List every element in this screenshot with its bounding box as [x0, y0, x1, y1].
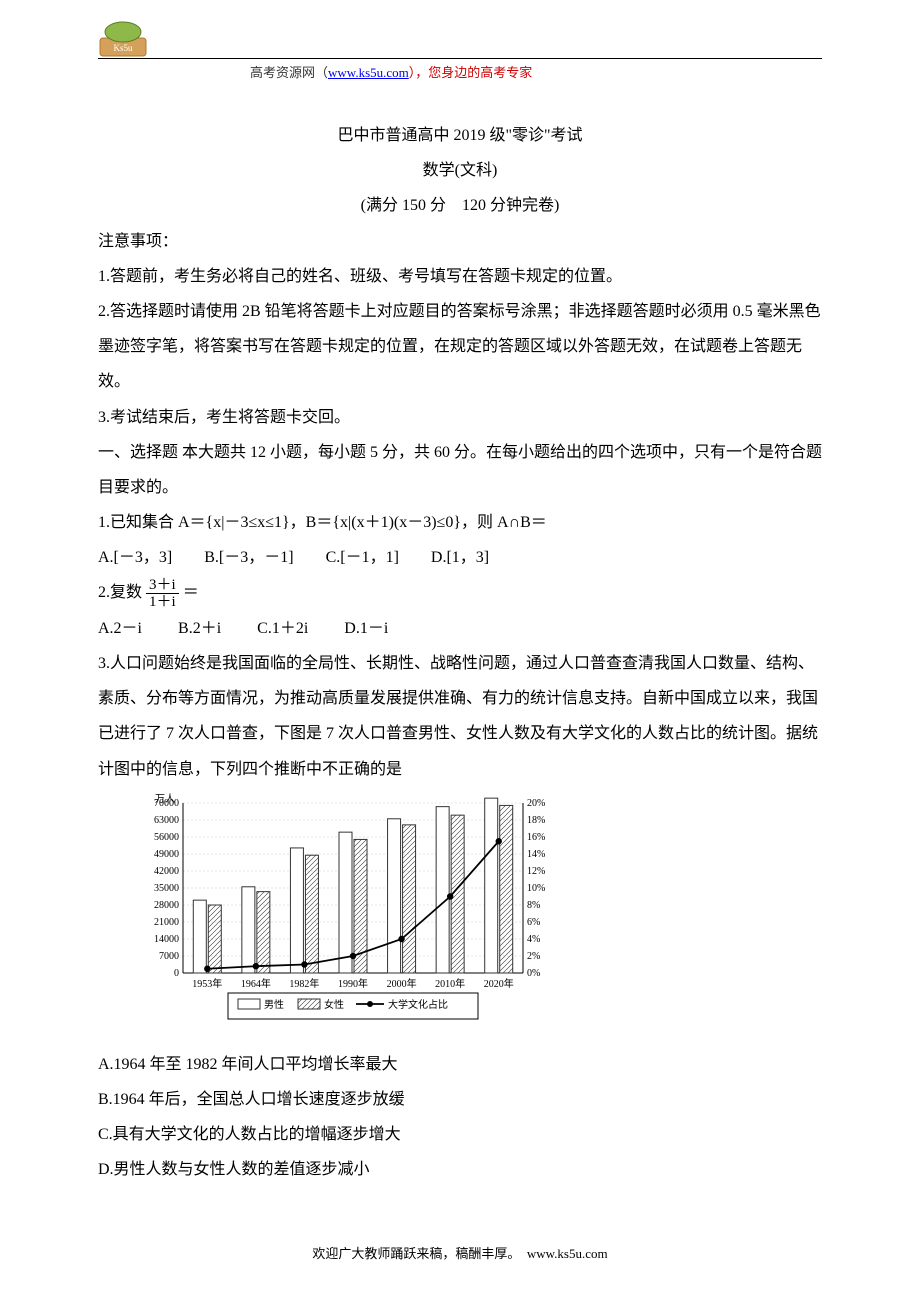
svg-text:2000年: 2000年	[387, 977, 417, 990]
q2-fraction: 3＋i 1＋i	[146, 577, 179, 611]
svg-text:56000: 56000	[154, 832, 179, 843]
svg-text:4%: 4%	[527, 934, 540, 945]
svg-text:21000: 21000	[154, 917, 179, 928]
question-1-options: A.[－3，3] B.[－3，－1] C.[－1，1] D.[1，3]	[98, 540, 822, 575]
q2-opt-a: A.2－i	[98, 620, 142, 637]
header-rule	[98, 58, 822, 59]
notice-2: 2.答选择题时请使用 2B 铅笔将答题卡上对应题目的答案标号涂黑；非选择题答题时…	[98, 294, 822, 400]
svg-text:14%: 14%	[527, 849, 545, 860]
notice-1: 1.答题前，考生务必将自己的姓名、班级、考号填写在答题卡规定的位置。	[98, 259, 822, 294]
notice-heading: 注意事项：	[98, 224, 822, 259]
svg-text:42000: 42000	[154, 866, 179, 877]
q3-opt-a: A.1964 年至 1982 年间人口平均增长率最大	[98, 1047, 822, 1082]
footer-text: 欢迎广大教师踊跃来稿，稿酬丰厚。 www.ks5u.com	[0, 1243, 920, 1262]
svg-text:1990年: 1990年	[338, 977, 368, 990]
svg-text:14000: 14000	[154, 934, 179, 945]
exam-title: 巴中市普通高中 2019 级"零诊"考试	[98, 118, 822, 153]
q3-opt-d: D.男性人数与女性人数的差值逐步减小	[98, 1152, 822, 1187]
svg-text:8%: 8%	[527, 900, 540, 911]
q2-postfix: ＝	[183, 584, 199, 601]
svg-text:7000: 7000	[159, 951, 179, 962]
q2-opt-d: D.1－i	[344, 620, 388, 637]
q1-opt-b: B.[－3，－1]	[204, 549, 293, 566]
svg-text:女性: 女性	[324, 998, 344, 1011]
header-tail: ），您身边的高考专家	[409, 65, 533, 80]
site-logo: Ks5u	[98, 20, 148, 58]
question-2-options: A.2－i B.2＋i C.1＋2i D.1－i	[98, 611, 822, 646]
q2-numerator: 3＋i	[146, 577, 179, 595]
svg-text:大学文化占比: 大学文化占比	[388, 998, 448, 1011]
q1-opt-a: A.[－3，3]	[98, 549, 172, 566]
exam-meta: (满分 150 分 120 分钟完卷)	[98, 188, 822, 223]
svg-text:20%: 20%	[527, 798, 545, 809]
section-1-heading: 一、选择题 本大题共 12 小题，每小题 5 分，共 60 分。在每小题给出的四…	[98, 435, 822, 505]
svg-text:万人: 万人	[155, 793, 175, 805]
svg-text:男性: 男性	[264, 998, 284, 1011]
q1-opt-c: C.[－1，1]	[326, 549, 399, 566]
svg-text:2010年: 2010年	[435, 977, 465, 990]
question-2: 2.复数 3＋i 1＋i ＝	[98, 575, 822, 610]
header-text: 高考资源网（www.ks5u.com），您身边的高考专家	[250, 62, 532, 81]
svg-text:0: 0	[174, 968, 179, 979]
header-site-label: 高考资源网（	[250, 65, 328, 80]
svg-text:28000: 28000	[154, 900, 179, 911]
q2-prefix: 2.复数	[98, 584, 142, 601]
q2-opt-b: B.2＋i	[178, 620, 221, 637]
question-3: 3.人口问题始终是我国面临的全局性、长期性、战略性问题，通过人口普查查清我国人口…	[98, 646, 822, 787]
header-url[interactable]: www.ks5u.com	[328, 65, 409, 80]
svg-text:63000: 63000	[154, 815, 179, 826]
q1-opt-d: D.[1，3]	[431, 549, 489, 566]
svg-text:2020年: 2020年	[484, 977, 514, 990]
svg-text:2%: 2%	[527, 951, 540, 962]
svg-text:6%: 6%	[527, 917, 540, 928]
q2-denominator: 1＋i	[146, 594, 179, 611]
svg-text:12%: 12%	[527, 866, 545, 877]
svg-text:10%: 10%	[527, 883, 545, 894]
svg-text:Ks5u: Ks5u	[113, 43, 133, 53]
svg-text:18%: 18%	[527, 815, 545, 826]
svg-text:49000: 49000	[154, 849, 179, 860]
exam-subject: 数学(文科)	[98, 153, 822, 188]
svg-text:1953年: 1953年	[192, 977, 222, 990]
svg-text:16%: 16%	[527, 832, 545, 843]
svg-text:35000: 35000	[154, 883, 179, 894]
svg-text:1964年: 1964年	[241, 977, 271, 990]
q3-opt-c: C.具有大学文化的人数占比的增幅逐步增大	[98, 1117, 822, 1152]
svg-text:0%: 0%	[527, 968, 540, 979]
q3-opt-b: B.1964 年后，全国总人口增长速度逐步放缓	[98, 1082, 822, 1117]
notice-3: 3.考试结束后，考生将答题卡交回。	[98, 400, 822, 435]
census-chart: 0 0% 7000 2% 14000 4% 21000 6% 28000 8% 35000 10% 42…	[128, 793, 558, 1028]
question-1: 1.已知集合 A＝{x|－3≤x≤1}，B＝{x|(x＋1)(x－3)≤0}，则…	[98, 505, 822, 540]
q2-opt-c: C.1＋2i	[257, 620, 308, 637]
svg-text:1982年: 1982年	[289, 977, 319, 990]
